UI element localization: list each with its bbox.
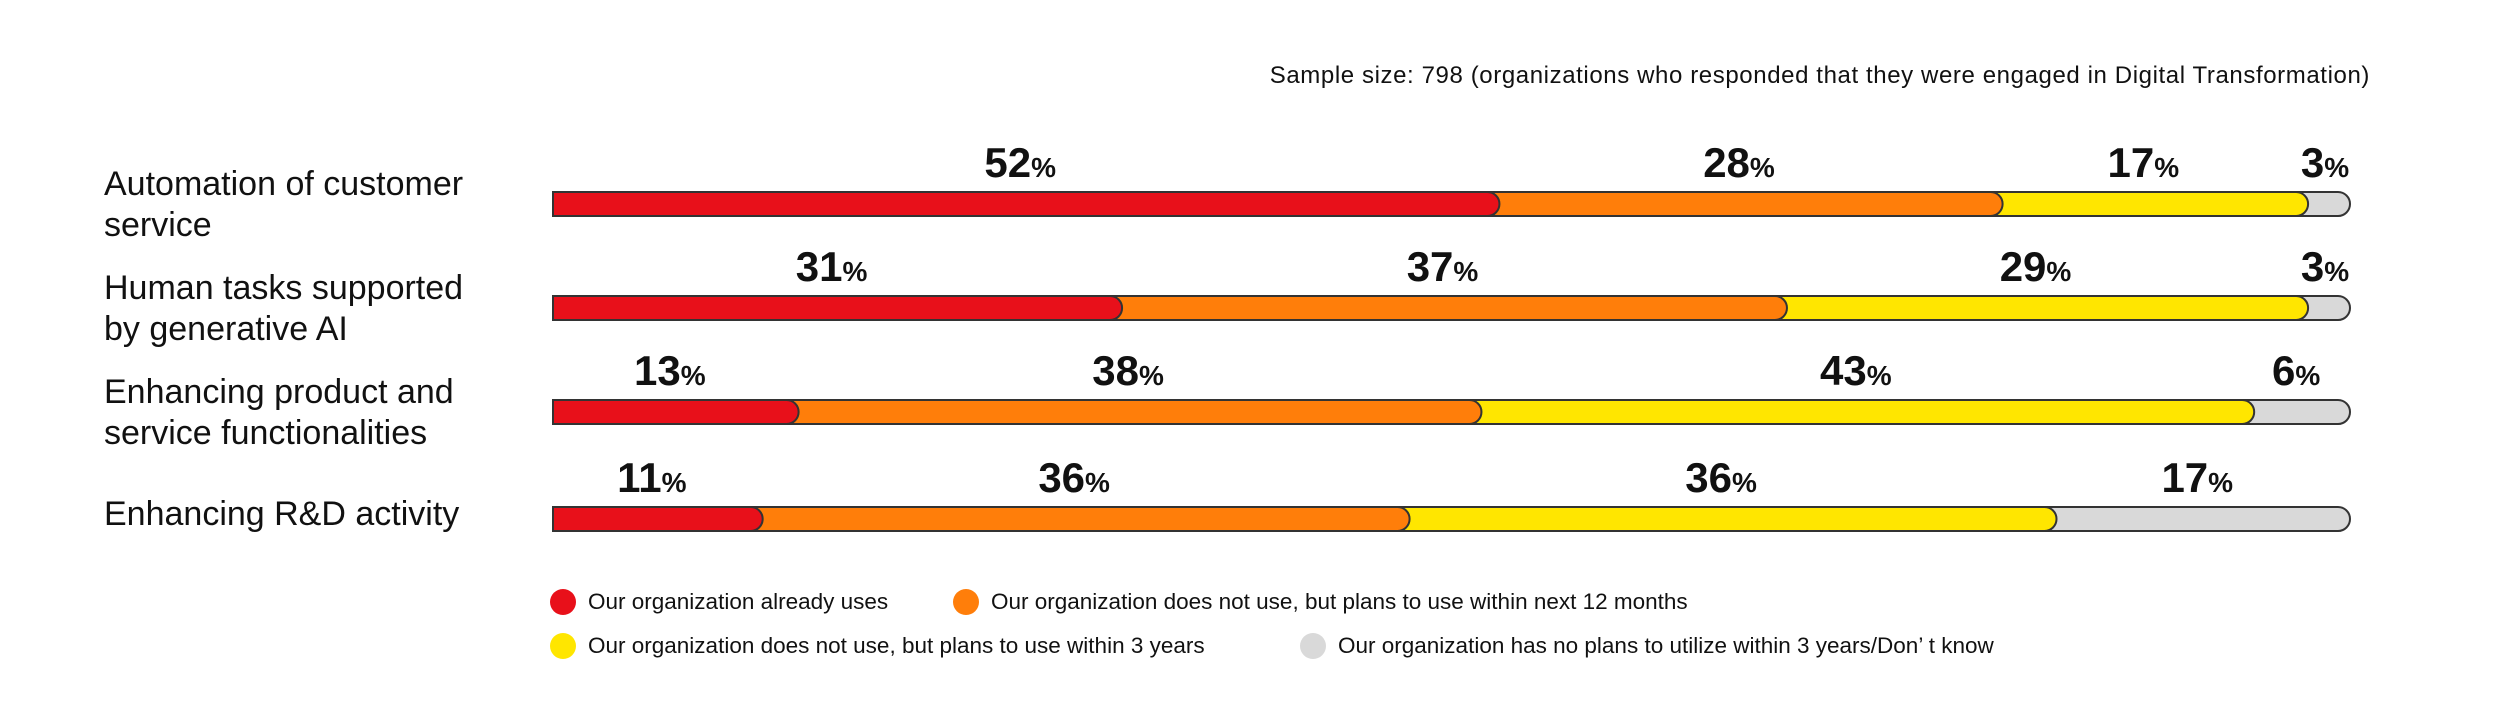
legend-swatch-red (550, 589, 576, 615)
sample-size-note: Sample size: 798 (organizations who resp… (1269, 62, 2370, 89)
value-label: 13% (634, 347, 706, 394)
bar-row: 13% 38% 43% 6% (552, 347, 2351, 425)
category-label-product: Enhancing product and service functionali… (104, 373, 454, 452)
bar-row: 11% 36% 36% 17% (552, 454, 2351, 532)
value-label: 38% (1092, 347, 1164, 394)
value-label: 17% (2108, 139, 2180, 186)
value-label: 17% (2161, 454, 2233, 501)
bar-segment (552, 399, 800, 425)
value-label: 28% (1703, 139, 1775, 186)
bar-row: 31% 37% 29% 3% (552, 243, 2351, 321)
bar-segment (2043, 506, 2351, 532)
bar-segment (552, 191, 1501, 217)
value-label: 29% (2000, 243, 2072, 290)
bar-segment (1486, 191, 2004, 217)
legend-label: Our organization already uses (588, 589, 889, 614)
value-label: 52% (984, 139, 1056, 186)
value-label: 6% (2272, 347, 2320, 394)
value-label: 11% (617, 454, 686, 501)
bar-segment (785, 399, 1483, 425)
bar-segment (1773, 295, 2310, 321)
legend-item-12-months: Our organization does not use, but plans… (953, 589, 1688, 615)
legend-label: Our organization does not use, but plans… (588, 633, 1205, 658)
legend-label: Our organization does not use, but plans… (991, 589, 1688, 614)
legend-item-no-plans: Our organization has no plans to utilize… (1300, 633, 1994, 659)
bar-segment (2241, 399, 2351, 425)
legend-item-3-years: Our organization does not use, but plans… (550, 633, 1205, 659)
legend-swatch-yellow (550, 633, 576, 659)
bar-segment (1396, 506, 2058, 532)
bar-segment (1109, 295, 1788, 321)
category-label-human-tasks: Human tasks supported by generative AI (104, 269, 464, 348)
category-label-automation: Automation of customer service (104, 165, 464, 244)
value-label: 37% (1407, 243, 1479, 290)
value-label: 36% (1685, 454, 1757, 501)
bar-segment (749, 506, 1411, 532)
legend-item-already-uses: Our organization already uses (550, 589, 888, 615)
bar-segment (2295, 191, 2351, 217)
value-label: 36% (1038, 454, 1110, 501)
bar-segment (2295, 295, 2351, 321)
value-label: 43% (1820, 347, 1892, 394)
legend-swatch-orange (953, 589, 979, 615)
legend-swatch-gray (1300, 633, 1326, 659)
bar-segment (1468, 399, 2256, 425)
bar-segment (1989, 191, 2310, 217)
value-label: 3% (2301, 139, 2349, 186)
bar-segment (552, 295, 1124, 321)
category-label-rnd: Enhancing R&D activity (104, 495, 460, 533)
legend-label: Our organization has no plans to utilize… (1338, 633, 1994, 658)
value-label: 31% (796, 243, 868, 290)
bar-segment (552, 506, 764, 532)
value-label: 3% (2301, 243, 2349, 290)
bar-row: 52% 28% 17% 3% (552, 139, 2351, 217)
